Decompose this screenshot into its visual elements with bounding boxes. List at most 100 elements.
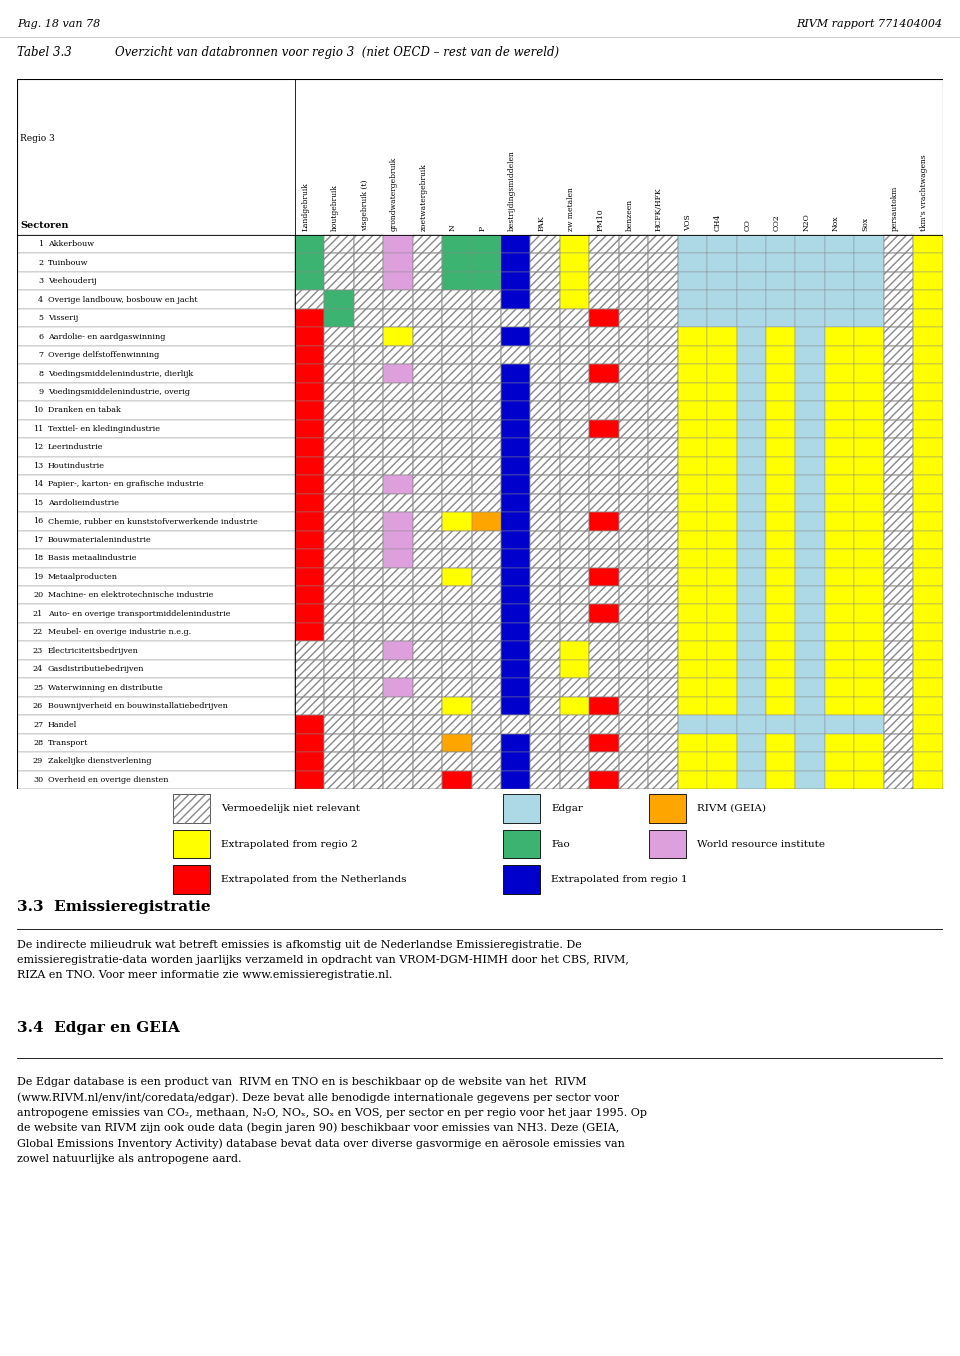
- Bar: [173, 865, 209, 894]
- Bar: [708, 605, 736, 622]
- Bar: [413, 753, 443, 770]
- Bar: [825, 420, 854, 438]
- Bar: [678, 309, 708, 327]
- Bar: [354, 605, 383, 622]
- Bar: [324, 660, 354, 678]
- Bar: [531, 457, 560, 475]
- Bar: [913, 641, 943, 660]
- Bar: [295, 365, 324, 382]
- Bar: [589, 346, 619, 365]
- Bar: [619, 438, 648, 457]
- Bar: [589, 549, 619, 568]
- Bar: [501, 549, 531, 568]
- Bar: [383, 420, 413, 438]
- Bar: [708, 530, 736, 549]
- Text: bestrijdingsmiddelen: bestrijdingsmiddelen: [508, 151, 516, 232]
- Bar: [531, 716, 560, 734]
- Bar: [471, 365, 501, 382]
- Bar: [383, 475, 413, 494]
- Bar: [884, 697, 913, 716]
- Bar: [589, 254, 619, 273]
- Bar: [766, 586, 796, 605]
- Bar: [648, 734, 678, 753]
- Bar: [295, 641, 324, 660]
- Bar: [501, 273, 531, 290]
- Bar: [295, 290, 324, 309]
- Bar: [413, 290, 443, 309]
- Bar: [884, 382, 913, 401]
- Text: Visserij: Visserij: [48, 315, 78, 323]
- Bar: [471, 401, 501, 420]
- Bar: [619, 494, 648, 513]
- Bar: [589, 494, 619, 513]
- Text: Tuinbouw: Tuinbouw: [48, 259, 88, 267]
- Text: 7: 7: [38, 351, 43, 359]
- Bar: [354, 753, 383, 770]
- Bar: [854, 290, 884, 309]
- Bar: [589, 716, 619, 734]
- Bar: [708, 346, 736, 365]
- Bar: [736, 530, 766, 549]
- Bar: [413, 734, 443, 753]
- Bar: [766, 273, 796, 290]
- Bar: [648, 475, 678, 494]
- Bar: [708, 475, 736, 494]
- Bar: [854, 605, 884, 622]
- Bar: [796, 494, 825, 513]
- Bar: [501, 290, 531, 309]
- Bar: [383, 605, 413, 622]
- Bar: [295, 475, 324, 494]
- Bar: [383, 365, 413, 382]
- Bar: [708, 382, 736, 401]
- Bar: [736, 549, 766, 568]
- Text: Meubel- en overige industrie n.e.g.: Meubel- en overige industrie n.e.g.: [48, 628, 191, 636]
- Bar: [295, 716, 324, 734]
- Bar: [736, 401, 766, 420]
- Bar: [619, 513, 648, 530]
- Text: 30: 30: [33, 776, 43, 784]
- Bar: [913, 605, 943, 622]
- Bar: [825, 568, 854, 586]
- Bar: [443, 530, 471, 549]
- Bar: [825, 438, 854, 457]
- Bar: [884, 641, 913, 660]
- Bar: [825, 235, 854, 254]
- Bar: [443, 365, 471, 382]
- Bar: [648, 549, 678, 568]
- Bar: [589, 568, 619, 586]
- Bar: [884, 586, 913, 605]
- Bar: [501, 365, 531, 382]
- Bar: [443, 660, 471, 678]
- Text: 1: 1: [38, 240, 43, 248]
- Bar: [648, 513, 678, 530]
- Bar: [324, 346, 354, 365]
- Bar: [648, 641, 678, 660]
- Bar: [413, 586, 443, 605]
- Bar: [471, 382, 501, 401]
- Bar: [619, 622, 648, 641]
- Text: Extrapolated from regio 2: Extrapolated from regio 2: [221, 839, 358, 849]
- Bar: [648, 235, 678, 254]
- Bar: [443, 530, 471, 549]
- Bar: [796, 346, 825, 365]
- Text: Handel: Handel: [48, 720, 77, 728]
- Bar: [619, 568, 648, 586]
- Bar: [383, 716, 413, 734]
- Bar: [678, 513, 708, 530]
- Bar: [443, 309, 471, 327]
- Bar: [413, 365, 443, 382]
- Bar: [648, 438, 678, 457]
- Bar: [619, 549, 648, 568]
- Bar: [383, 716, 413, 734]
- Bar: [531, 327, 560, 346]
- Bar: [443, 753, 471, 770]
- Bar: [560, 549, 589, 568]
- Bar: [295, 678, 324, 697]
- Bar: [354, 641, 383, 660]
- Text: Voedingsmiddelenindustrie, overig: Voedingsmiddelenindustrie, overig: [48, 388, 190, 396]
- Bar: [413, 605, 443, 622]
- Bar: [17, 290, 295, 309]
- Bar: [884, 660, 913, 678]
- Bar: [354, 327, 383, 346]
- Bar: [443, 641, 471, 660]
